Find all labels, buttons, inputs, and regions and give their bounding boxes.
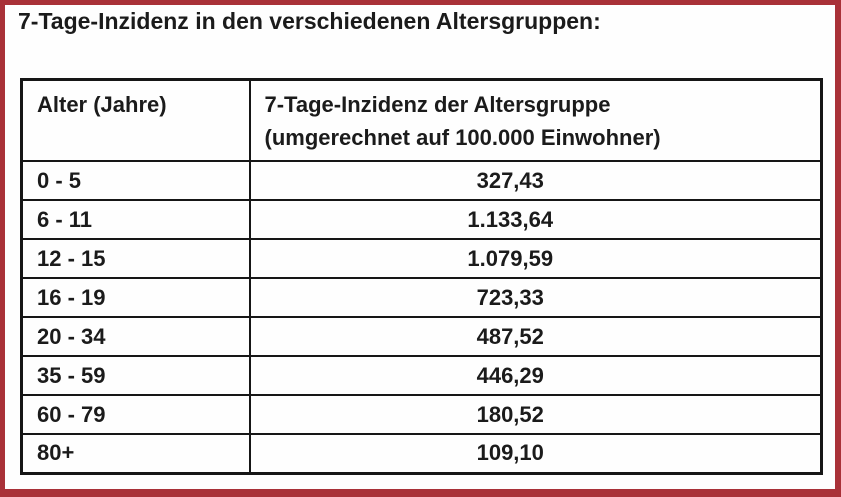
age-cell: 12 - 15 bbox=[20, 238, 251, 279]
table-row: 16 - 19 723,33 bbox=[20, 277, 823, 318]
table-row: 60 - 79 180,52 bbox=[20, 394, 823, 435]
table-row: 80+ 109,10 bbox=[20, 433, 823, 474]
table-row: 35 - 59 446,29 bbox=[20, 355, 823, 396]
age-cell: 60 - 79 bbox=[20, 394, 251, 435]
age-cell: 6 - 11 bbox=[20, 199, 251, 240]
age-cell: 20 - 34 bbox=[20, 316, 251, 357]
incidence-table: Alter (Jahre) 7-Tage-Inzidenz der Alters… bbox=[20, 78, 823, 475]
table-row: 0 - 5 327,43 bbox=[20, 160, 823, 201]
header-incidence-line2: (umgerechnet auf 100.000 Einwohner) bbox=[264, 125, 661, 150]
incidence-cell: 109,10 bbox=[248, 433, 823, 474]
table-row: 12 - 15 1.079,59 bbox=[20, 238, 823, 279]
table-row: 6 - 11 1.133,64 bbox=[20, 199, 823, 240]
age-cell: 16 - 19 bbox=[20, 277, 251, 318]
header-age-column: Alter (Jahre) bbox=[20, 78, 251, 162]
incidence-cell: 487,52 bbox=[248, 316, 823, 357]
incidence-cell: 1.133,64 bbox=[248, 199, 823, 240]
header-incidence-column: 7-Tage-Inzidenz der Altersgruppe (umgere… bbox=[248, 78, 823, 162]
table-header-row: Alter (Jahre) 7-Tage-Inzidenz der Alters… bbox=[20, 78, 823, 162]
incidence-cell: 180,52 bbox=[248, 394, 823, 435]
incidence-cell: 723,33 bbox=[248, 277, 823, 318]
incidence-cell: 327,43 bbox=[248, 160, 823, 201]
header-incidence-line1: 7-Tage-Inzidenz der Altersgruppe bbox=[264, 92, 611, 117]
incidence-cell: 446,29 bbox=[248, 355, 823, 396]
page-title: 7-Tage-Inzidenz in den verschiedenen Alt… bbox=[18, 8, 601, 34]
age-cell: 0 - 5 bbox=[20, 160, 251, 201]
age-cell: 35 - 59 bbox=[20, 355, 251, 396]
table-row: 20 - 34 487,52 bbox=[20, 316, 823, 357]
age-cell: 80+ bbox=[20, 433, 251, 474]
incidence-cell: 1.079,59 bbox=[248, 238, 823, 279]
